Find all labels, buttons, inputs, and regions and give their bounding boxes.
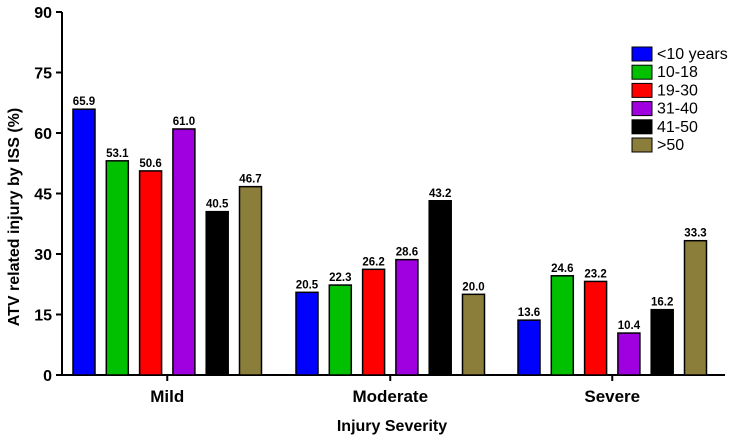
x-axis: Mild Moderate Severe [61, 374, 725, 406]
bar [650, 308, 674, 376]
data-label: 43.2 [429, 188, 451, 200]
bars [72, 108, 708, 376]
y-tick-label: 15 [34, 308, 52, 325]
bar [461, 293, 486, 376]
data-labels: 65.9 53.1 50.6 61.0 40.5 46.7 20.5 22.3 26.2 28.6… [73, 96, 707, 332]
legend-label: 19-30 [657, 82, 698, 99]
y-tick-label: 0 [43, 368, 52, 385]
bar [550, 275, 575, 376]
y-tick-label: 45 [34, 187, 52, 204]
bar [683, 239, 708, 376]
y-axis: 0 15 30 45 60 75 90 [34, 5, 63, 385]
data-label: 28.6 [396, 247, 418, 259]
data-label: 33.3 [684, 228, 706, 240]
bar [205, 210, 229, 376]
legend-swatch [631, 101, 653, 117]
bar [72, 108, 96, 376]
data-label: 20.5 [296, 279, 319, 291]
legend-label: 31-40 [657, 101, 698, 118]
bar [105, 160, 130, 376]
legend-swatch [631, 137, 653, 153]
legend-swatch [631, 46, 653, 62]
data-label: 20.0 [462, 281, 484, 293]
bar [517, 319, 541, 376]
bar [395, 258, 419, 376]
data-label: 65.9 [73, 96, 95, 108]
x-tick-label: Mild [150, 387, 184, 406]
data-label: 53.1 [106, 148, 129, 160]
bar [295, 291, 319, 376]
data-label: 61.0 [173, 116, 195, 128]
data-label: 46.7 [239, 174, 261, 186]
legend-label: >50 [657, 137, 684, 154]
legend-label: 41-50 [657, 119, 698, 136]
x-tick-label: Moderate [352, 387, 428, 406]
data-label: 26.2 [362, 256, 384, 268]
y-axis-title: ATV related injury by ISS (%) [6, 108, 23, 326]
y-tick-label: 60 [34, 126, 52, 143]
y-tick-label: 30 [34, 247, 52, 264]
data-label: 23.2 [584, 268, 606, 280]
legend-swatch [631, 64, 653, 80]
y-tick-label: 90 [34, 5, 52, 22]
y-tick-label: 75 [34, 66, 52, 83]
data-label: 40.5 [206, 199, 229, 211]
legend-label: 10-18 [657, 64, 698, 81]
data-label: 24.6 [551, 263, 573, 275]
data-label: 13.6 [518, 307, 540, 319]
x-tick-label: Severe [584, 387, 640, 406]
data-label: 50.6 [139, 158, 161, 170]
bar [138, 170, 163, 376]
bar [238, 185, 263, 376]
legend-swatch [631, 82, 653, 98]
bar [172, 128, 196, 376]
legend-swatch [631, 119, 653, 135]
data-label: 10.4 [618, 320, 641, 332]
x-axis-title: Injury Severity [337, 418, 447, 435]
bar [428, 200, 452, 376]
bar [361, 268, 386, 376]
bar [328, 284, 353, 376]
data-label: 22.3 [329, 272, 351, 284]
legend-label: <10 years [657, 46, 728, 63]
bar [583, 280, 608, 376]
data-label: 16.2 [651, 297, 673, 309]
bar [617, 332, 641, 376]
